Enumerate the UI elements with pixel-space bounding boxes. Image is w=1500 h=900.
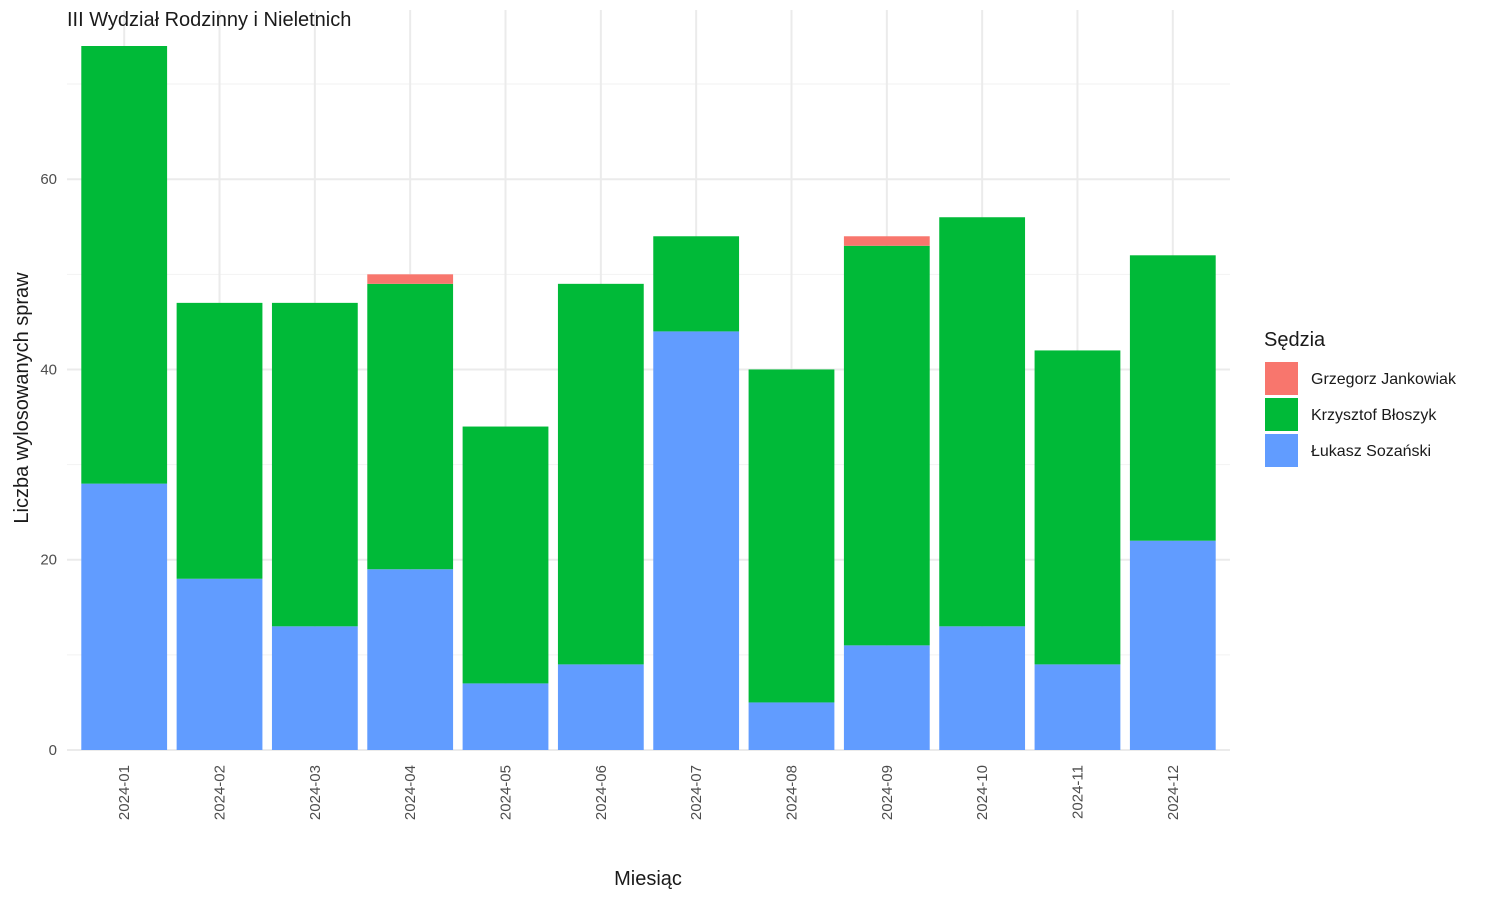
bars [81,46,1216,750]
bar-segment [1034,664,1121,750]
bar-segment [81,483,168,750]
bar-segment [1129,540,1216,750]
bar-segment [843,245,930,646]
x-tick-label: 2024-05 [498,765,515,820]
bar-segment [367,569,454,750]
bar-segment [462,426,549,684]
bar-segment [843,645,930,750]
bar-segment [176,578,263,750]
bar-segment [843,236,930,246]
legend-title: Sędzia [1264,329,1326,351]
legend-label: Łukasz Sozański [1311,443,1431,460]
x-tick-label: 2024-03 [307,765,324,820]
y-axis-title: Liczba wylosowanych spraw [11,272,33,524]
x-tick-label: 2024-12 [1165,765,1182,820]
x-axis-title: Miesiąc [614,868,682,890]
bar-segment [367,274,454,284]
bar-segment [1034,350,1121,665]
legend-swatch [1265,434,1298,467]
bar-segment [557,664,644,750]
x-tick-label: 2024-02 [212,765,229,820]
y-tick-label: 20 [40,552,57,569]
y-axis: 0 20 40 60 [40,171,57,759]
legend-label: Krzysztof Błoszyk [1311,407,1437,424]
legend-label: Grzegorz Jankowiak [1311,371,1457,388]
x-tick-label: 2024-04 [402,765,419,820]
x-tick-label: 2024-06 [593,765,610,820]
bar-segment [81,46,168,484]
legend: Sędzia Grzegorz Jankowiak Krzysztof Błosz… [1264,329,1457,467]
x-tick-label: 2024-07 [688,765,705,820]
x-tick-label: 2024-01 [116,765,133,820]
legend-swatch [1265,398,1298,431]
bar-segment [653,236,740,332]
x-axis: 2024-01 2024-02 2024-03 2024-04 2024-05 2024-… [116,765,1182,820]
bar-segment [1129,255,1216,541]
bar-segment [176,302,263,579]
bar-segment [939,217,1026,627]
x-tick-label: 2024-09 [879,765,896,820]
x-tick-label: 2024-08 [783,765,800,820]
x-tick-label: 2024-10 [974,765,991,820]
bar-segment [748,702,835,750]
legend-swatch [1265,362,1298,395]
y-tick-label: 60 [40,171,57,188]
y-tick-label: 0 [49,742,57,759]
bar-segment [271,626,358,750]
bar-segment [939,626,1026,750]
x-tick-label: 2024-11 [1069,765,1086,819]
bar-segment [557,283,644,665]
bar-segment [748,369,835,703]
bar-segment [367,283,454,570]
bar-segment [653,331,740,750]
bar-segment [462,683,549,750]
bar-segment [271,302,358,627]
chart-title: III Wydział Rodzinny i Nieletnich [67,9,351,31]
y-tick-label: 40 [40,361,57,378]
